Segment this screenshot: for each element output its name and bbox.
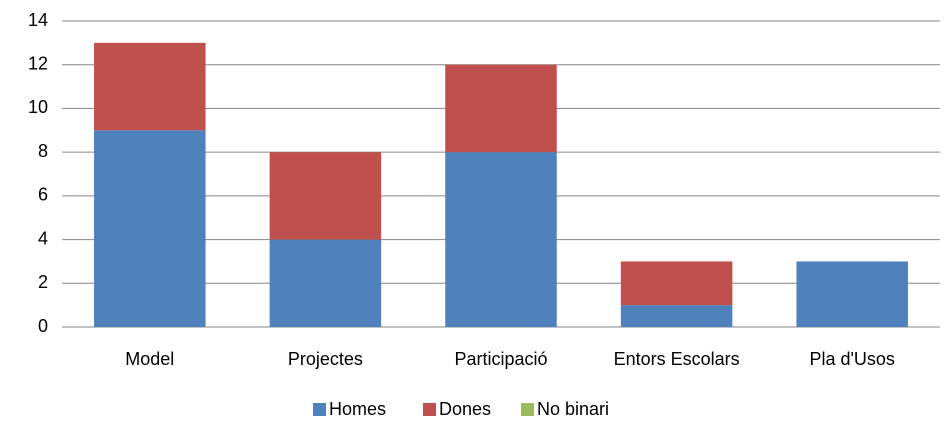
y-tick-label: 8 (38, 141, 48, 161)
bar-segment (445, 152, 557, 327)
bar-segment (796, 261, 908, 327)
y-tick-label: 4 (38, 228, 48, 248)
legend-swatch (423, 403, 436, 416)
y-tick-label: 10 (28, 97, 48, 117)
bar-segment (269, 239, 382, 327)
legend-swatch (521, 403, 534, 416)
bar-segment (620, 261, 733, 306)
legend-label: Dones (439, 399, 491, 419)
x-tick-label: Projectes (288, 349, 363, 369)
y-tick-label: 0 (38, 316, 48, 336)
y-tick-label: 12 (28, 53, 48, 73)
y-tick-label: 6 (38, 185, 48, 205)
x-tick-label: Participació (454, 349, 547, 369)
bar-segment (620, 305, 733, 327)
bar-segment (445, 64, 557, 153)
x-tick-label: Entors Escolars (614, 349, 740, 369)
bar-segment (94, 130, 206, 327)
y-tick-label: 14 (28, 10, 48, 30)
x-tick-label: Pla d'Usos (809, 349, 894, 369)
x-tick-label: Model (125, 349, 174, 369)
legend-label: Homes (329, 399, 386, 419)
bar-segment (94, 42, 206, 131)
legend-label: No binari (537, 399, 609, 419)
y-tick-label: 2 (38, 272, 48, 292)
bar-segment (269, 152, 382, 240)
legend-swatch (313, 403, 326, 416)
